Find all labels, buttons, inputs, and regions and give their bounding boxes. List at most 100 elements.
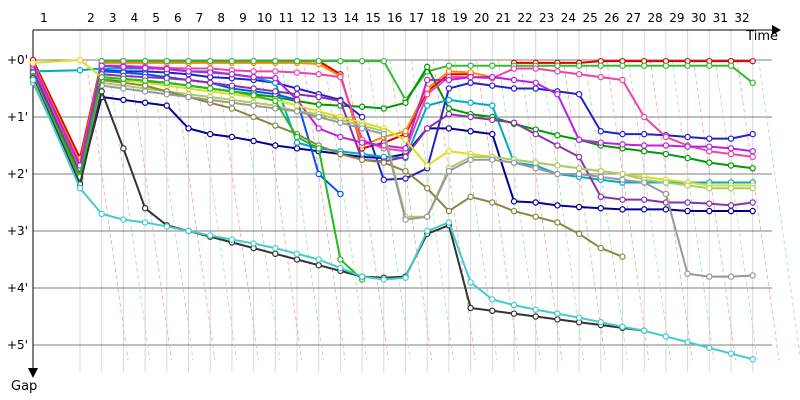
data-point [727,150,735,158]
data-point [489,307,496,314]
data-point [402,128,409,135]
x-tick-label: 7 [196,11,204,25]
data-point [272,97,279,105]
data-point [358,113,366,121]
data-point [619,206,626,213]
y-tick-label: +1' [7,110,28,124]
data-point [424,76,431,84]
x-tick-label: 22 [517,11,532,25]
data-point [597,193,605,200]
data-point [662,62,670,69]
data-point [228,82,236,89]
data-point [337,119,344,126]
data-point [554,202,561,209]
data-point [727,273,735,280]
data-point [293,57,301,65]
data-point [358,139,366,146]
data-point [575,165,583,172]
series-8 [29,62,756,172]
data-point [684,62,691,69]
data-point [554,90,561,98]
data-point [597,244,605,252]
data-point [684,199,691,206]
x-tick-label: 10 [257,11,272,25]
y-tick-label: +2' [7,167,28,181]
data-point [554,316,561,323]
data-point [76,185,84,192]
data-point [489,102,496,109]
lap-diagonal [107,59,151,361]
data-point [641,62,648,69]
data-point [749,79,756,87]
data-point [402,167,409,175]
data-point [619,76,626,84]
data-point [380,159,387,166]
y-tick-label: +3' [7,224,28,238]
axes: Time Gap [11,25,781,394]
x-tick-label: 21 [496,11,511,25]
data-point [76,56,84,64]
series-line [32,77,645,332]
data-point [532,85,539,92]
data-point [141,82,149,89]
data-point [749,199,756,206]
data-point [293,250,301,257]
y-axis-title: Gap [11,379,37,394]
data-point [402,99,409,106]
data-point [467,304,474,312]
data-point [293,145,301,152]
data-point [532,159,539,166]
data-point [467,279,474,286]
data-point [554,62,561,69]
data-point [445,167,453,175]
data-point [554,170,561,178]
x-tick-label: 17 [409,11,424,25]
data-point [684,133,691,141]
lap-diagonal [346,59,389,361]
data-point [98,88,105,95]
data-point [749,185,756,192]
data-point [749,130,756,138]
data-point [120,96,127,104]
lap-diagonal [649,59,693,361]
lap-diagonal [758,59,800,358]
data-point [250,240,257,247]
data-point [554,68,561,75]
data-point [641,206,648,213]
data-point [206,130,214,138]
data-point [76,67,84,74]
data-point [554,219,561,226]
data-point [315,71,322,78]
data-point [727,202,735,209]
data-point [272,57,279,65]
data-point [337,190,344,198]
data-point [293,102,301,109]
data-point [272,88,279,95]
lap-diagonal [736,59,780,361]
data-point [575,153,583,161]
data-point [445,110,453,118]
series-10 [29,69,756,209]
data-point [272,68,279,75]
data-point [250,137,257,145]
x-tick-label: 26 [604,11,619,25]
data-point [228,57,236,65]
data-point [684,270,691,277]
data-point [575,62,583,69]
data-point [402,274,409,281]
lap-diagonal [194,59,237,361]
data-point [445,207,453,215]
lap-diagonal [259,59,302,361]
data-point [510,301,518,309]
x-tick-label: 32 [734,11,749,25]
data-point [706,143,713,150]
pit-lines [85,59,800,361]
data-point [706,344,713,352]
data-point [185,82,192,89]
data-point [358,156,366,163]
data-point [228,88,236,95]
data-point [467,128,474,135]
data-point [337,264,344,272]
lap-diagonal [606,59,650,361]
lap-diagonal [150,59,194,361]
